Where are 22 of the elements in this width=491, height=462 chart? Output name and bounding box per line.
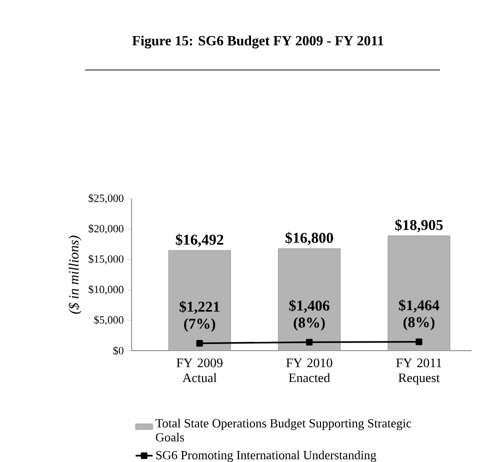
bar xyxy=(168,250,231,351)
legend-label: SG6 Promoting International Understanding xyxy=(156,450,376,462)
chart-title: Figure 15: SG6 Budget FY 2009 - FY 2011 xyxy=(132,36,384,48)
bar xyxy=(388,236,450,351)
data-label: $16,492 xyxy=(176,234,224,247)
x-tick-label: FY 2010 Enacted xyxy=(286,358,332,382)
data-label: $1,406 (8%) xyxy=(289,300,330,331)
x-tick-label: FY 2011 Request xyxy=(396,358,442,385)
data-label: $18,905 xyxy=(395,219,443,232)
y-tick-label: $15,000 xyxy=(88,254,124,264)
y-tick-label: $0 xyxy=(113,346,124,356)
x-tick-label: FY 2009 Actual xyxy=(176,358,222,382)
legend-label: Total State Operations Budget Supporting Strategic Goals xyxy=(156,418,412,442)
y-tick-label: $25,000 xyxy=(88,194,124,204)
data-label: $1,221 (7%) xyxy=(180,300,220,332)
y-tick-label: $5,000 xyxy=(94,316,124,326)
y-tick-label: $20,000 xyxy=(88,224,124,234)
data-label: $16,800 xyxy=(286,232,334,246)
y-tick-label: $10,000 xyxy=(88,285,124,295)
bar xyxy=(278,248,340,351)
y-axis-title: ($ in millions) xyxy=(68,236,82,314)
data-label: $1,464 (8%) xyxy=(398,299,440,330)
